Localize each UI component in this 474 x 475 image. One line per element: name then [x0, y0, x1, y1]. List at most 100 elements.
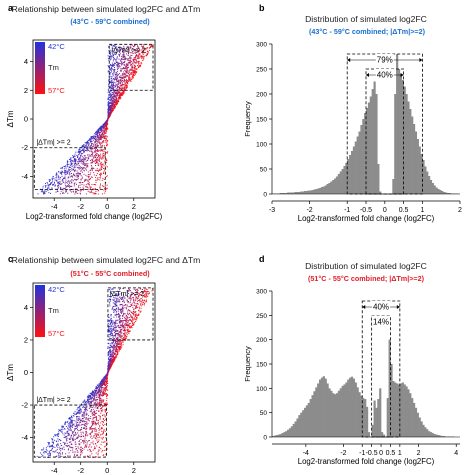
scatter-point	[67, 163, 69, 165]
histogram-bar	[435, 187, 438, 194]
scatter-point	[47, 456, 49, 458]
scatter-point	[134, 49, 136, 50]
scatter-point	[106, 175, 108, 177]
scatter-point	[130, 68, 132, 70]
histogram-bar	[317, 188, 320, 194]
scatter-point	[133, 59, 135, 61]
scatter-point	[96, 396, 98, 398]
scatter-point	[114, 74, 116, 76]
scatter-point	[114, 95, 116, 97]
scatter-point	[50, 445, 52, 447]
scatter-point	[117, 88, 119, 90]
scatter-point	[74, 160, 76, 162]
scatter-point	[118, 97, 120, 99]
scatter-point	[134, 70, 136, 72]
scatter-point	[123, 76, 125, 78]
scatter-point	[141, 305, 143, 307]
scatter-point	[106, 119, 108, 121]
scatter-point	[102, 384, 104, 386]
scatter-point	[63, 434, 65, 436]
scatter-point	[116, 94, 118, 96]
scatter-point	[126, 299, 128, 301]
scatter-point	[122, 314, 124, 316]
scatter-point	[75, 425, 77, 427]
scatter-point	[111, 333, 113, 334]
scatter-point	[114, 63, 116, 65]
scatter-point	[113, 353, 115, 355]
scatter-point	[134, 59, 136, 61]
scatter-point	[122, 94, 124, 96]
scatter-point	[67, 185, 69, 187]
scatter-point	[55, 191, 57, 193]
scatter-point	[61, 445, 63, 447]
scatter-point	[111, 87, 113, 89]
scatter-point	[45, 448, 47, 450]
scatter-point	[60, 428, 62, 430]
scatter-point	[67, 176, 69, 178]
scatter-point	[115, 347, 117, 349]
scatter-point	[99, 383, 101, 385]
scatter-point	[126, 84, 128, 86]
scatter-point	[108, 369, 110, 371]
scatter-point	[70, 164, 72, 166]
scatter-point	[121, 78, 123, 80]
scatter-point	[106, 444, 108, 446]
scatter-point	[89, 443, 91, 445]
scatter-point	[139, 311, 141, 313]
scatter-point	[118, 334, 120, 336]
scatter-point	[138, 300, 140, 302]
scatter-point	[110, 321, 112, 323]
scatter-point	[114, 85, 116, 87]
scatter-point	[126, 75, 128, 77]
scatter-point	[98, 405, 100, 407]
scatter-point	[130, 58, 132, 60]
scatter-point	[101, 166, 103, 168]
scatter-point	[99, 135, 101, 137]
scatter-point	[60, 430, 62, 432]
scatter-point	[127, 330, 129, 332]
scatter-point	[94, 437, 96, 439]
scatter-point	[118, 50, 120, 52]
scatter-point	[95, 155, 97, 156]
scatter-point	[133, 314, 135, 316]
scatter-point	[78, 167, 80, 169]
scatter-point	[91, 425, 93, 427]
scatter-point	[108, 298, 110, 300]
scatter-point	[83, 170, 85, 172]
scatter-point	[142, 46, 144, 48]
scatter-points	[37, 44, 154, 195]
scatter-point	[79, 184, 81, 186]
scatter-point	[91, 453, 93, 455]
scatter-point	[49, 183, 51, 185]
scatter-point	[117, 65, 119, 67]
scatter-point	[59, 453, 61, 455]
scatter-point	[102, 405, 104, 407]
scatter-point	[92, 414, 94, 416]
scatter-point	[99, 128, 101, 130]
scatter-point	[73, 174, 75, 176]
scatter-point	[116, 341, 118, 343]
histogram-bar	[371, 89, 374, 194]
scatter-point	[97, 450, 99, 452]
scatter-point	[110, 93, 112, 95]
scatter-point	[82, 188, 84, 190]
scatter-point	[86, 175, 88, 177]
scatter-point	[102, 130, 104, 132]
scatter-point	[95, 176, 97, 178]
scatter-point	[81, 182, 83, 184]
scatter-point	[85, 184, 87, 186]
scatter-point	[137, 57, 139, 59]
scatter-point	[133, 300, 135, 302]
scatter-point	[135, 296, 137, 298]
scatter-point	[71, 163, 73, 165]
histogram-bar	[375, 94, 378, 194]
scatter-point	[117, 333, 119, 335]
scatter-point	[117, 99, 119, 101]
scatter-point	[102, 380, 104, 382]
scatter-point	[116, 74, 118, 76]
scatter-point	[110, 95, 112, 97]
histogram-bar	[397, 69, 401, 194]
scatter-point	[115, 52, 117, 54]
scatter-point	[37, 193, 39, 195]
scatter-point	[111, 105, 113, 107]
